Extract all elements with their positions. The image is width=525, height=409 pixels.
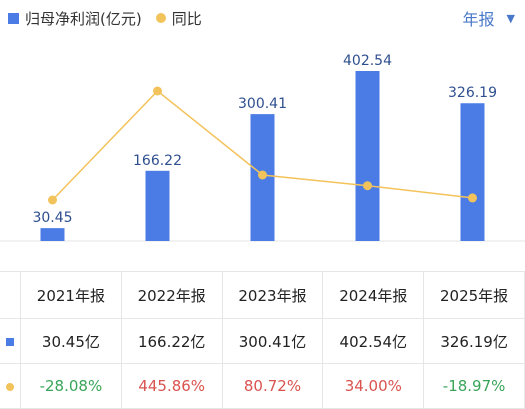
chevron-down-icon: ▼ — [506, 11, 515, 25]
table-header-cell: 2023年报 — [221, 271, 324, 319]
chart-bar — [460, 103, 485, 241]
row-marker-cell — [0, 363, 21, 409]
row-marker-cell — [0, 318, 21, 364]
yoy-point — [468, 193, 477, 203]
table-header-cell: 2021年报 — [20, 271, 122, 319]
chart-bar — [355, 71, 380, 241]
table-header-cell: 2022年报 — [120, 271, 223, 319]
table-header-row: 2021年报 2022年报 2023年报 2024年报 2025年报 — [0, 271, 525, 319]
table-cell-yoy: 80.72% — [221, 363, 324, 409]
yoy-point — [48, 195, 57, 205]
table-cell-yoy: 445.86% — [120, 363, 223, 409]
chart-area: 30.45 166.22 300.41 402.54 326.19 — [0, 53, 525, 242]
table-row-net-profit: 30.45亿 166.22亿 300.41亿 402.54亿 326.19亿 — [0, 318, 525, 364]
bar-series-marker-icon — [6, 338, 14, 346]
yoy-point — [363, 181, 372, 191]
bar-data-label: 166.22 — [133, 153, 182, 169]
yoy-point — [258, 170, 267, 180]
table-cell-value: 326.19亿 — [423, 318, 525, 364]
table-row-yoy: -28.08% 445.86% 80.72% 34.00% -18.97% — [0, 363, 525, 409]
period-selector[interactable]: 年报 ▼ — [463, 6, 515, 30]
bar-legend-label: 归母净利润(亿元) — [25, 9, 142, 28]
table-corner-cell — [0, 271, 21, 319]
bar-legend-swatch — [8, 12, 19, 24]
table-cell-value: 30.45亿 — [20, 318, 122, 364]
table-cell-value: 166.22亿 — [120, 318, 223, 364]
yoy-point — [153, 86, 162, 96]
table-cell-yoy: -28.08% — [20, 363, 122, 409]
table-cell-value: 402.54亿 — [322, 318, 425, 364]
chart-legend: 归母净利润(亿元) 同比 — [8, 6, 202, 30]
bar-data-label: 300.41 — [238, 96, 287, 112]
line-legend-label: 同比 — [171, 9, 202, 28]
data-table: 2021年报 2022年报 2023年报 2024年报 2025年报 30.45… — [0, 271, 525, 409]
table-header-cell: 2024年报 — [322, 271, 425, 319]
period-label: 年报 — [462, 10, 495, 29]
line-legend-swatch — [155, 13, 166, 23]
table-header-cell: 2025年报 — [423, 271, 525, 319]
chart-bar — [40, 228, 65, 241]
table-cell-yoy: 34.00% — [322, 363, 425, 409]
bar-data-label: 30.45 — [32, 210, 72, 226]
table-cell-yoy: -18.97% — [423, 363, 525, 409]
line-series-marker-icon — [6, 383, 14, 391]
chart-bar — [145, 170, 170, 241]
table-cell-value: 300.41亿 — [221, 318, 324, 364]
bar-data-label: 326.19 — [448, 85, 497, 101]
bar-data-label: 402.54 — [343, 53, 392, 69]
